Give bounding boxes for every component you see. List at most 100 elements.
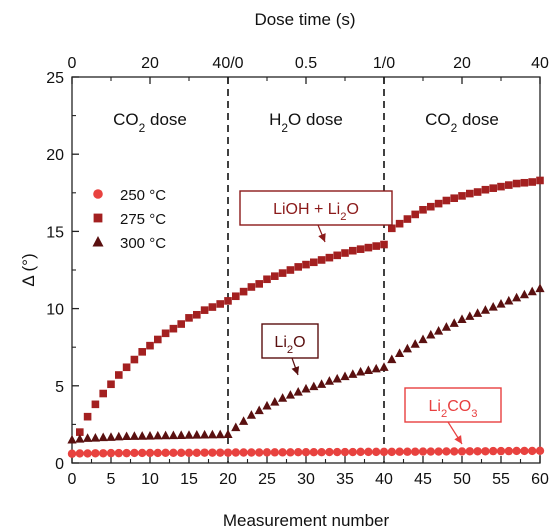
data-point [465,311,475,320]
data-point [324,376,334,385]
y-tick-label: 15 [46,224,64,241]
data-point [207,429,217,439]
data-point [504,295,514,305]
data-point [177,448,186,458]
data-point [286,448,295,457]
annotation: LiOH + Li2O [239,190,393,243]
data-point [138,448,147,458]
x-tick-label: 60 [531,471,549,488]
data-point [83,433,93,442]
data-point [208,303,217,311]
data-point [535,446,545,456]
data-point [512,292,522,302]
data-point [325,447,334,457]
region-label: CO2 dose [113,110,187,135]
legend-marker [92,236,104,247]
annotation-arrowhead [454,435,462,444]
data-point [239,416,249,425]
data-point [270,397,280,406]
data-point [372,242,380,250]
data-point [161,430,171,440]
data-point [302,260,310,269]
y-axis-title: Δ (°) [19,253,38,286]
annotation: Li2CO3 [404,387,502,445]
data-point [488,302,498,311]
data-point [153,430,163,440]
data-point [215,429,225,439]
data-point [520,178,529,187]
annotation-box [239,190,393,226]
data-point [317,379,327,388]
data-point [340,371,350,381]
data-point [442,447,451,456]
data-point [169,324,178,333]
data-point [99,389,107,398]
data-point [387,354,397,364]
data-point [418,334,428,344]
top-axis-title: Dose time (s) [254,10,355,29]
data-point [426,447,435,456]
data-point [348,369,358,378]
data-point [200,306,209,314]
x-axis: 0 5 10 15 20 25 30 35 40 45 50 55 60 [68,456,549,488]
data-point [122,363,131,372]
data-point [465,447,474,456]
data-point [246,410,256,419]
data-point [379,362,389,371]
data-point [224,297,232,305]
legend-label: 275 °C [120,211,166,228]
data-point [442,196,451,205]
x-tick-label: 10 [141,471,159,488]
data-point [278,448,287,457]
legend-marker [93,189,103,199]
data-point [91,400,100,409]
data-point [497,182,505,191]
data-point [294,263,302,271]
data-point [67,434,77,444]
y-axis: 0 5 10 15 20 25 [46,70,79,473]
data-point [496,298,506,308]
data-point [216,300,224,308]
data-point [434,325,444,335]
data-point [239,448,248,457]
data-point [168,430,178,440]
data-point [536,176,544,185]
data-point [332,373,342,383]
data-point [98,432,108,442]
annotation-arrowhead [318,233,326,242]
series-triangle [67,283,545,444]
data-point [247,448,256,457]
data-point [333,447,342,457]
data-point [388,224,396,233]
y-tick-label: 5 [55,379,64,396]
data-point [67,449,77,458]
annotation-box [404,387,502,423]
data-point [99,449,108,458]
data-point [520,446,529,456]
data-point [489,446,498,456]
data-point [193,310,201,319]
data-point [348,447,357,457]
data-point [83,412,92,421]
legend-label: 250 °C [120,187,166,204]
data-point [363,365,373,374]
y-tick-label: 20 [46,147,64,164]
annotation-label: Li2CO3 [429,398,478,420]
region-label: H2O dose [269,110,343,135]
data-point [114,448,124,458]
data-point [457,314,467,324]
data-point [387,447,396,457]
data-point [489,184,497,192]
top-tick-label: 20 [453,55,471,72]
data-point [349,246,357,255]
data-point [231,448,240,457]
dose-dividers [227,77,385,463]
data-point [466,189,474,198]
data-point [278,269,287,277]
data-point [473,447,482,456]
data-point [216,448,225,457]
top-tick-label: 20 [141,55,159,72]
data-point [200,429,210,439]
data-point [309,381,319,391]
data-point [177,320,185,328]
